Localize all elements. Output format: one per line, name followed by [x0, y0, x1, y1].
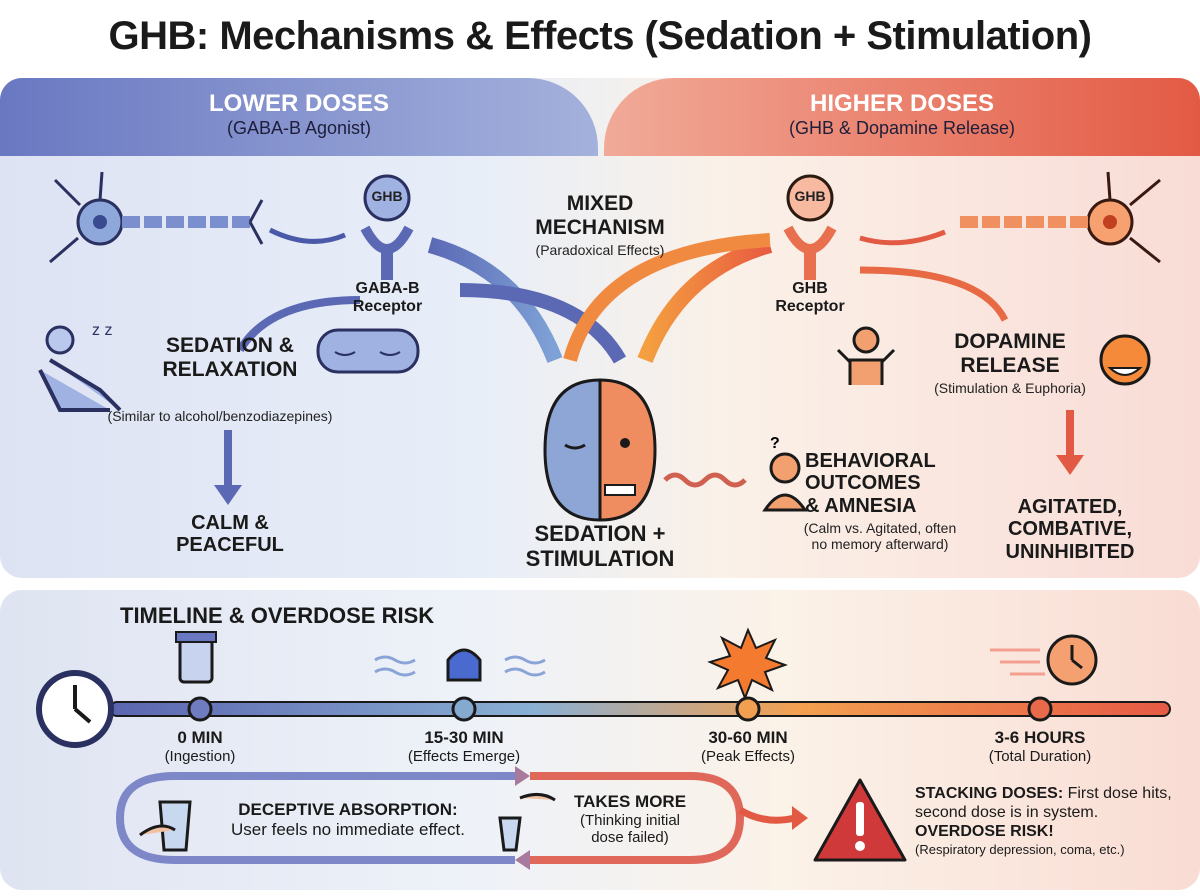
- wave-arrow-icon: [663, 472, 747, 488]
- timeline-point-0: 0 MIN (Ingestion): [164, 728, 236, 765]
- sedation-stimulation-label: SEDATION + STIMULATION: [525, 521, 675, 571]
- neuron-orange-icon: [960, 171, 1161, 264]
- dopamine-release-label: DOPAMINE RELEASE: [954, 330, 1066, 377]
- calm-peaceful-label: CALM & PEACEFUL: [176, 512, 284, 557]
- siren-icon: [374, 648, 546, 682]
- cycle-loop-right: [530, 772, 745, 864]
- timeline-point: [187, 696, 213, 722]
- timeline-point: [1027, 696, 1053, 722]
- lower-doses-title: LOWER DOSES: [208, 90, 389, 117]
- higher-doses-subtitle: (GHB & Dopamine Release): [788, 118, 1016, 138]
- receptor-tag-higher: GHB: [794, 188, 826, 204]
- timeline-title: TIMELINE & OVERDOSE RISK: [120, 603, 435, 628]
- ghb-receptor-icon: [783, 174, 837, 280]
- agitated-label: AGITATED, COMBATIVE, UNINHIBITED: [1005, 496, 1135, 563]
- timeline-point-3: 3-6 HOURS (Total Duration): [988, 728, 1092, 765]
- svg-text:z z: z z: [92, 322, 112, 339]
- arrow-icon: [236, 296, 361, 353]
- mixed-mechanism-subtitle: (Paradoxical Effects): [535, 242, 665, 258]
- clock-icon: [36, 670, 114, 748]
- timeline-point-1: 15-30 MIN (Effects Emerge): [407, 728, 521, 765]
- ghb-receptor-label: GHB Receptor: [775, 280, 845, 315]
- pouring-hand-icon: [498, 793, 556, 852]
- deceptive-absorption: DECEPTIVE ABSORPTION: User feels no imme…: [230, 800, 465, 839]
- arrow-icon: [637, 237, 773, 363]
- arrow-icon: [859, 229, 946, 246]
- receptor-tag-lower: GHB: [371, 188, 403, 204]
- mixed-mechanism-title: MIXED MECHANISM: [535, 192, 665, 239]
- sleep-mask-icon: [316, 328, 420, 374]
- arrow-icon: [738, 806, 796, 824]
- neuron-blue-icon: [49, 171, 264, 264]
- fast-clock-icon: [990, 634, 1098, 686]
- svg-text:?: ?: [770, 435, 780, 452]
- gaba-b-receptor-icon: [360, 174, 414, 280]
- higher-doses-title: HIGHER DOSES: [809, 90, 995, 117]
- cup-in-hand-icon: [139, 800, 192, 852]
- gaba-b-receptor-label: GABA-B Receptor: [352, 280, 423, 315]
- timeline-point-2: 30-60 MIN (Peak Effects): [701, 728, 795, 765]
- arrow-icon: [268, 227, 346, 244]
- cycle-loop-left: [115, 772, 515, 864]
- euphoric-face-icon: [1099, 334, 1151, 386]
- sedation-note: (Similar to alcohol/benzodiazepines): [107, 408, 333, 424]
- lower-doses-subtitle: (GABA-B Agonist): [226, 118, 372, 138]
- lower-doses-header: LOWER DOSES (GABA-B Agonist): [0, 78, 598, 156]
- takes-more: TAKES MORE (Thinking initial dose failed…: [573, 792, 687, 846]
- split-face-icon: [543, 378, 657, 522]
- relaxing-person-icon: z z: [38, 322, 122, 412]
- thinking-person-icon: ?: [762, 435, 808, 512]
- page-title: GHB: Mechanisms & Effects (Sedation + St…: [108, 14, 1092, 58]
- dopamine-note: (Stimulation & Euphoria): [934, 380, 1086, 396]
- higher-doses-header: HIGHER DOSES (GHB & Dopamine Release): [604, 78, 1200, 156]
- timeline-point: [735, 696, 761, 722]
- warning-icon: [813, 778, 907, 862]
- stacking-doses-warning: STACKING DOSES: First dose hits, second …: [915, 785, 1172, 857]
- arrow-icon: [859, 266, 1009, 322]
- sedation-relaxation-label: SEDATION & RELAXATION: [162, 334, 298, 381]
- explosion-icon: [707, 627, 788, 701]
- stimulated-person-icon: [836, 326, 896, 385]
- behavioral-outcomes-title: BEHAVIORAL OUTCOMES & AMNESIA: [805, 450, 936, 517]
- timeline-point: [451, 696, 477, 722]
- timeline-bar: [109, 701, 1171, 717]
- pill-bottle-icon: [175, 631, 217, 684]
- behavioral-outcomes-note: (Calm vs. Agitated, often no memory afte…: [803, 520, 957, 552]
